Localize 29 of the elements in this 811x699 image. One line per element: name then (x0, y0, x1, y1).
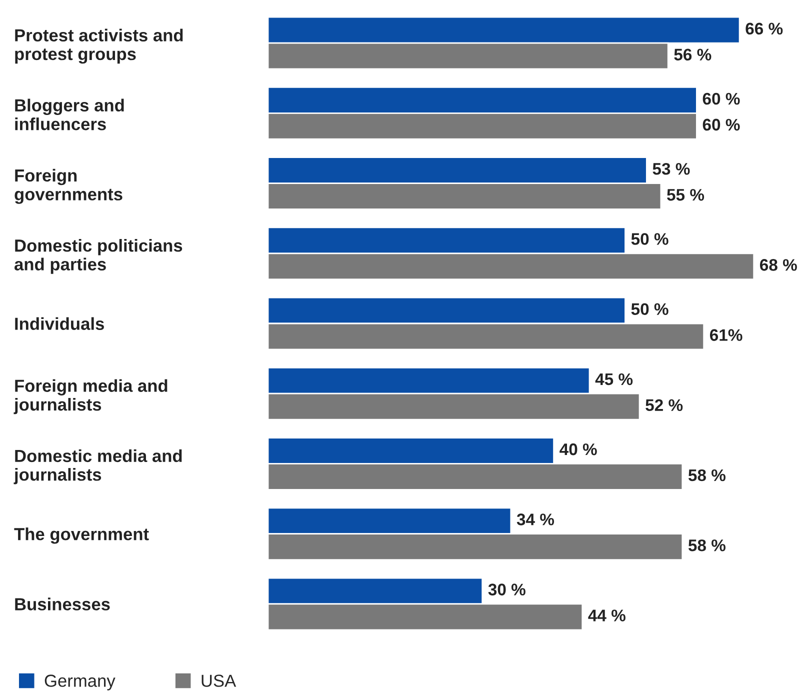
data-label: 55 % (667, 188, 704, 201)
y-tick-label: Domestic media and journalists (14, 449, 182, 484)
legend-label: USA (202, 674, 236, 687)
y-tick-label: Foreign media and journalists (14, 379, 168, 414)
data-label: 30 % (488, 584, 526, 596)
y-tick-label: The government (14, 528, 149, 544)
data-label: 40 % (560, 443, 597, 456)
y-tick-label: Protest activists and protest groups (15, 28, 183, 64)
y-tick-label: Domestic politicians and parties (14, 239, 182, 274)
data-label: 50 % (631, 303, 668, 316)
y-tick-label: Foreign governments (14, 168, 122, 204)
y-tick-label: Individuals (15, 317, 104, 330)
data-label: 56 % (674, 48, 712, 60)
data-label: 58 % (688, 469, 726, 482)
data-label: 60 % (702, 92, 740, 105)
data-label: 58 % (688, 539, 726, 552)
data-label: 44 % (588, 610, 626, 622)
data-label: 50 % (631, 233, 668, 245)
y-tick-label: Bloggers and influencers (15, 98, 124, 130)
data-label: 52 % (646, 399, 683, 412)
data-label: 34 % (516, 514, 554, 526)
legend-label: Germany (44, 674, 116, 690)
y-tick-label: Businesses (15, 598, 110, 610)
data-label: 68 % (760, 259, 797, 271)
data-label: 53 % (652, 162, 690, 175)
data-label: 66 % (746, 22, 783, 35)
data-label: 60 % (702, 118, 740, 131)
data-label: 45 % (595, 373, 633, 386)
data-label: 61% (710, 329, 742, 341)
